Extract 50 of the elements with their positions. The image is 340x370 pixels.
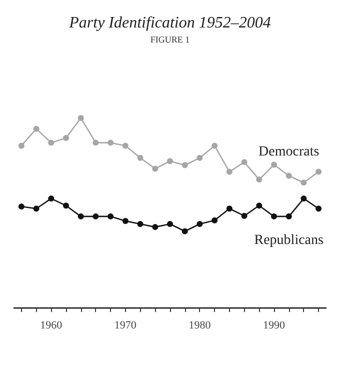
point	[18, 142, 24, 149]
point	[271, 213, 277, 220]
point	[92, 213, 99, 220]
point	[316, 168, 322, 175]
point	[271, 162, 277, 168]
series-label: Democrats	[258, 144, 320, 160]
point	[212, 217, 218, 224]
point	[182, 162, 188, 168]
x-tick-label: 1960	[40, 320, 63, 332]
x-tick-label: 1990	[263, 320, 286, 332]
point	[286, 172, 292, 179]
point	[226, 206, 232, 212]
point	[122, 218, 128, 224]
point	[63, 202, 69, 209]
point	[300, 196, 307, 202]
point	[137, 154, 144, 161]
point	[196, 154, 203, 161]
point	[108, 140, 114, 146]
x-tick-label: 1980	[188, 320, 212, 332]
point	[300, 180, 307, 186]
point	[108, 213, 114, 220]
point	[316, 206, 322, 212]
point	[48, 140, 54, 146]
point	[182, 228, 188, 234]
x-tick-label: 1970	[114, 320, 137, 332]
chart-subtitle: FIGURE 1	[150, 34, 190, 44]
point	[152, 224, 158, 230]
point	[48, 196, 54, 202]
point	[78, 115, 84, 121]
chart-title: Party Identification 1952–2004	[68, 14, 271, 32]
point	[137, 221, 144, 228]
point	[212, 142, 218, 149]
point	[152, 166, 158, 172]
point	[167, 221, 173, 228]
point	[196, 221, 203, 228]
point	[256, 202, 262, 209]
point	[241, 212, 248, 219]
point	[18, 204, 24, 210]
point	[92, 140, 99, 146]
series-label: Republicans	[254, 232, 324, 248]
point	[33, 206, 40, 212]
point	[256, 176, 262, 183]
point	[241, 159, 248, 166]
point	[226, 168, 232, 175]
point	[122, 142, 128, 149]
point	[286, 213, 292, 220]
point	[63, 134, 69, 141]
point	[167, 158, 173, 164]
point	[33, 126, 40, 132]
point	[78, 213, 84, 220]
